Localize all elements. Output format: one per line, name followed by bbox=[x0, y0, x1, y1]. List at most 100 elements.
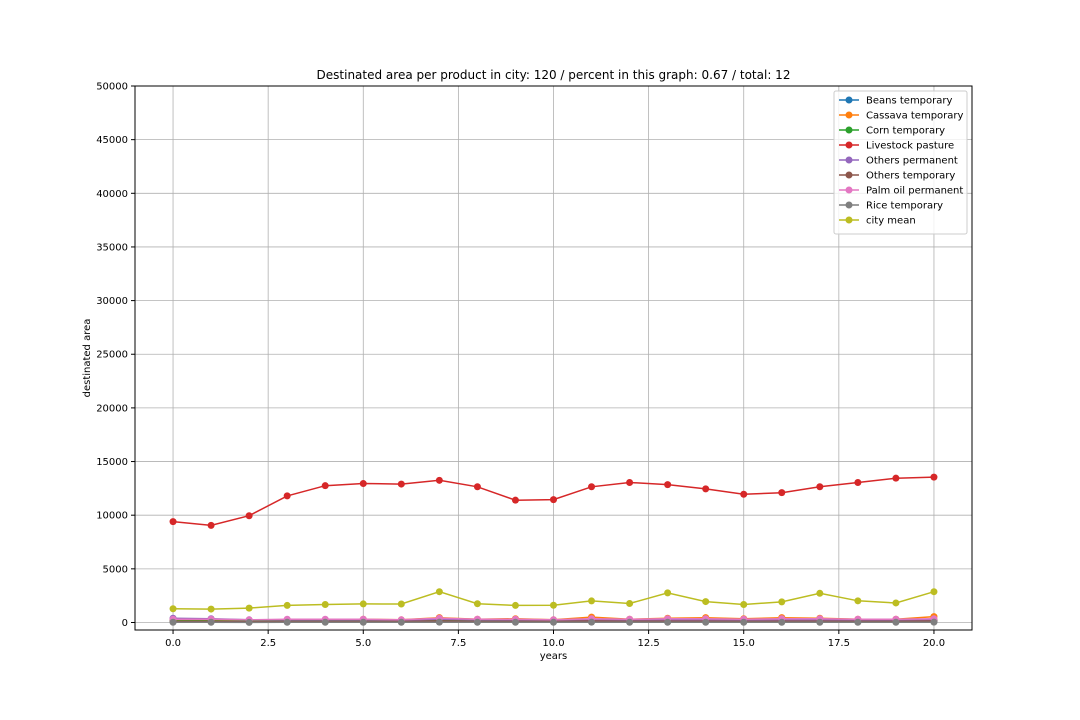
x-tick-label: 0.0 bbox=[165, 638, 181, 649]
data-point bbox=[246, 619, 253, 626]
data-point bbox=[322, 601, 329, 608]
data-point bbox=[398, 619, 405, 626]
data-point bbox=[930, 588, 937, 595]
x-tick-label: 2.5 bbox=[260, 638, 276, 649]
data-point bbox=[436, 619, 443, 626]
data-point bbox=[816, 483, 823, 490]
data-point bbox=[246, 512, 253, 519]
data-point bbox=[170, 619, 177, 626]
data-point bbox=[550, 602, 557, 609]
data-point bbox=[930, 474, 937, 481]
y-tick-label: 10000 bbox=[96, 511, 128, 522]
data-point bbox=[550, 619, 557, 626]
x-tick-label: 15.0 bbox=[733, 638, 755, 649]
data-point bbox=[436, 588, 443, 595]
data-point bbox=[474, 483, 481, 490]
data-point bbox=[892, 599, 899, 606]
legend-marker bbox=[846, 157, 853, 164]
legend-label: Livestock pasture bbox=[866, 141, 954, 152]
x-tick-label: 5.0 bbox=[355, 638, 371, 649]
data-point bbox=[208, 606, 215, 613]
data-point bbox=[550, 496, 557, 503]
data-point bbox=[626, 479, 633, 486]
y-tick-label: 45000 bbox=[96, 135, 128, 146]
y-tick-label: 40000 bbox=[96, 189, 128, 200]
data-point bbox=[284, 602, 291, 609]
data-point bbox=[208, 619, 215, 626]
data-point bbox=[436, 477, 443, 484]
x-tick-label: 7.5 bbox=[450, 638, 466, 649]
data-point bbox=[816, 590, 823, 597]
data-point bbox=[664, 619, 671, 626]
data-point bbox=[702, 485, 709, 492]
data-point bbox=[170, 518, 177, 525]
data-point bbox=[626, 619, 633, 626]
legend-label: Beans temporary bbox=[866, 96, 952, 107]
data-point bbox=[740, 619, 747, 626]
legend-label: city mean bbox=[866, 216, 916, 227]
x-tick-label: 20.0 bbox=[923, 638, 945, 649]
chart-title: Destinated area per product in city: 120… bbox=[317, 68, 791, 82]
legend-label: Others permanent bbox=[866, 156, 958, 167]
data-point bbox=[322, 482, 329, 489]
data-point bbox=[816, 619, 823, 626]
data-point bbox=[702, 619, 709, 626]
x-tick-label: 12.5 bbox=[637, 638, 659, 649]
data-point bbox=[626, 600, 633, 607]
legend-label: Cassava temporary bbox=[866, 111, 964, 122]
data-point bbox=[246, 605, 253, 612]
legend-marker bbox=[846, 172, 853, 179]
data-point bbox=[854, 597, 861, 604]
legend-marker bbox=[846, 142, 853, 149]
data-point bbox=[322, 619, 329, 626]
data-point bbox=[854, 619, 861, 626]
data-point bbox=[474, 619, 481, 626]
data-point bbox=[284, 492, 291, 499]
y-tick-label: 35000 bbox=[96, 242, 128, 253]
data-point bbox=[740, 601, 747, 608]
legend-marker bbox=[846, 127, 853, 134]
legend-marker bbox=[846, 217, 853, 224]
y-tick-label: 5000 bbox=[103, 564, 128, 575]
data-point bbox=[778, 598, 785, 605]
legend-label: Others temporary bbox=[866, 171, 955, 182]
data-point bbox=[588, 483, 595, 490]
x-axis-label: years bbox=[540, 651, 568, 662]
data-point bbox=[892, 475, 899, 482]
data-point bbox=[854, 479, 861, 486]
data-point bbox=[740, 491, 747, 498]
x-tick-label: 17.5 bbox=[828, 638, 850, 649]
data-point bbox=[664, 481, 671, 488]
legend-label: Rice temporary bbox=[866, 201, 943, 212]
data-point bbox=[360, 619, 367, 626]
legend-marker bbox=[846, 97, 853, 104]
data-point bbox=[284, 619, 291, 626]
data-point bbox=[360, 600, 367, 607]
y-axis-label: destinated area bbox=[82, 319, 93, 398]
legend-label: Corn temporary bbox=[866, 126, 945, 137]
y-tick-label: 15000 bbox=[96, 457, 128, 468]
legend-marker bbox=[846, 187, 853, 194]
data-point bbox=[170, 605, 177, 612]
data-point bbox=[930, 619, 937, 626]
data-point bbox=[474, 600, 481, 607]
data-point bbox=[778, 619, 785, 626]
y-tick-label: 20000 bbox=[96, 403, 128, 414]
data-point bbox=[588, 597, 595, 604]
data-point bbox=[398, 601, 405, 608]
data-point bbox=[512, 619, 519, 626]
data-point bbox=[664, 589, 671, 596]
data-point bbox=[512, 602, 519, 609]
data-point bbox=[360, 480, 367, 487]
y-tick-label: 30000 bbox=[96, 296, 128, 307]
data-point bbox=[702, 598, 709, 605]
data-point bbox=[512, 497, 519, 504]
data-point bbox=[588, 619, 595, 626]
data-point bbox=[398, 481, 405, 488]
legend-label: Palm oil permanent bbox=[866, 186, 963, 197]
data-point bbox=[778, 489, 785, 496]
legend: Beans temporary Cassava temporary Corn tem… bbox=[834, 91, 967, 234]
y-tick-label: 25000 bbox=[96, 350, 128, 361]
data-point bbox=[208, 522, 215, 529]
y-tick-label: 50000 bbox=[96, 82, 128, 93]
